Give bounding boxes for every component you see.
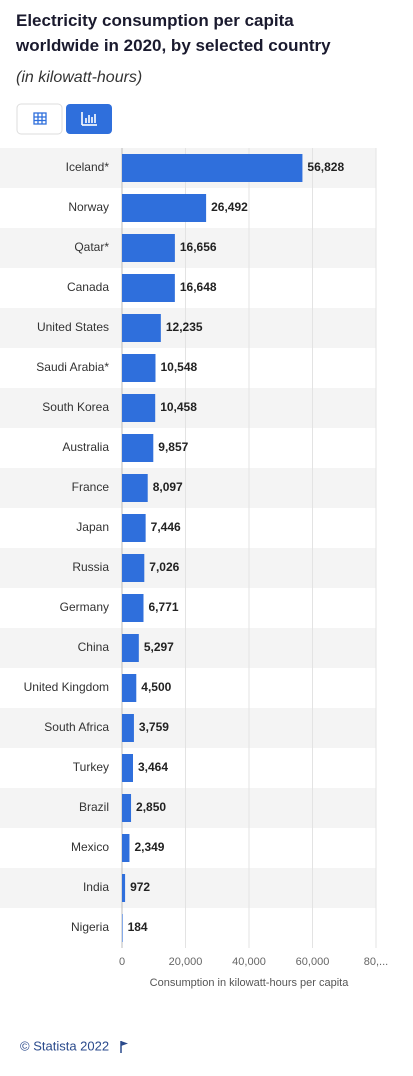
data-label: 972: [130, 880, 150, 894]
row-band: [0, 468, 376, 508]
row-band: [0, 228, 376, 268]
data-label: 184: [128, 920, 148, 934]
y-tick-label: United States: [37, 320, 109, 334]
bar: [122, 234, 175, 262]
y-tick-label: Turkey: [73, 760, 109, 774]
bar: [122, 554, 145, 582]
data-label: 2,349: [134, 840, 164, 854]
data-label: 6,771: [148, 600, 178, 614]
data-label: 16,648: [180, 280, 217, 294]
table-icon: [33, 112, 47, 125]
y-tick-label: China: [78, 640, 110, 654]
x-axis-label: Consumption in kilowatt-hours per capita: [150, 977, 350, 989]
y-tick-label: South Korea: [42, 400, 109, 414]
data-label: 16,656: [180, 240, 217, 254]
y-tick-label: Nigeria: [71, 920, 109, 934]
title-line: Electricity consumption per capita: [16, 11, 294, 30]
row-band: [0, 548, 376, 588]
bar: [122, 714, 134, 742]
data-label: 9,857: [158, 440, 188, 454]
row-band: [0, 388, 376, 428]
plot-area: 0 20,000 40,000 60,000 80,... Consumption in …: [0, 148, 388, 989]
data-label: 56,828: [307, 160, 344, 174]
chart-subtitle: (in kilowatt-hours): [16, 69, 142, 86]
data-label: 10,548: [160, 360, 197, 374]
y-tick-label: Qatar*: [74, 240, 109, 254]
data-label: 5,297: [144, 640, 174, 654]
data-label: 26,492: [211, 200, 248, 214]
bar: [122, 354, 156, 382]
x-tick-label: 80,...: [364, 956, 388, 968]
row-band: [0, 788, 376, 828]
y-tick-label: Norway: [68, 200, 109, 214]
bar: [122, 834, 130, 862]
bar: [122, 434, 154, 462]
footer: © Statista 2022: [20, 1038, 109, 1053]
bar: [122, 794, 132, 822]
chart-icon: [81, 112, 97, 126]
y-tick-label: South Africa: [44, 720, 109, 734]
data-label: 8,097: [153, 480, 183, 494]
bar: [122, 634, 139, 662]
bar: [122, 754, 133, 782]
bar: [122, 674, 137, 702]
bar: [122, 154, 303, 182]
y-tick-label: United Kingdom: [24, 680, 109, 694]
data-label: 4,500: [141, 680, 171, 694]
bar: [122, 594, 144, 622]
data-label: 7,446: [151, 520, 181, 534]
data-label: 3,759: [139, 720, 169, 734]
flag-icon: [120, 1041, 128, 1053]
row-band: [0, 308, 376, 348]
y-tick-label: Saudi Arabia*: [36, 360, 109, 374]
x-tick-label: 0: [119, 956, 125, 968]
y-tick-label: Russia: [72, 560, 109, 574]
y-tick-label: Canada: [67, 280, 109, 294]
chart-title: Electricity consumption per capita worldw…: [15, 11, 331, 55]
row-band: [0, 868, 376, 908]
bar: [122, 314, 161, 342]
table-view-button[interactable]: [16, 103, 63, 135]
bar: [122, 474, 148, 502]
bar: [122, 394, 156, 422]
y-tick-label: Mexico: [71, 840, 109, 854]
x-tick-label: 40,000: [232, 956, 266, 968]
data-label: 7,026: [149, 560, 179, 574]
x-tick-label: 20,000: [169, 956, 203, 968]
bar: [122, 514, 146, 542]
title-line: worldwide in 2020, by selected country: [15, 36, 331, 55]
y-tick-label: India: [83, 880, 109, 894]
bar: [122, 874, 126, 902]
bar: [122, 914, 123, 942]
row-band: [0, 708, 376, 748]
data-label: 2,850: [136, 800, 166, 814]
y-tick-label: France: [72, 480, 110, 494]
bar: [122, 274, 175, 302]
y-tick-label: Iceland*: [66, 160, 110, 174]
row-band: [0, 628, 376, 668]
bar: [122, 194, 207, 222]
data-label: 10,458: [160, 400, 197, 414]
data-label: 12,235: [166, 320, 203, 334]
y-tick-label: Germany: [60, 600, 109, 614]
y-tick-label: Australia: [62, 440, 109, 454]
y-tick-label: Brazil: [79, 800, 109, 814]
data-label: 3,464: [138, 760, 168, 774]
x-tick-label: 60,000: [296, 956, 330, 968]
y-tick-label: Japan: [76, 520, 109, 534]
